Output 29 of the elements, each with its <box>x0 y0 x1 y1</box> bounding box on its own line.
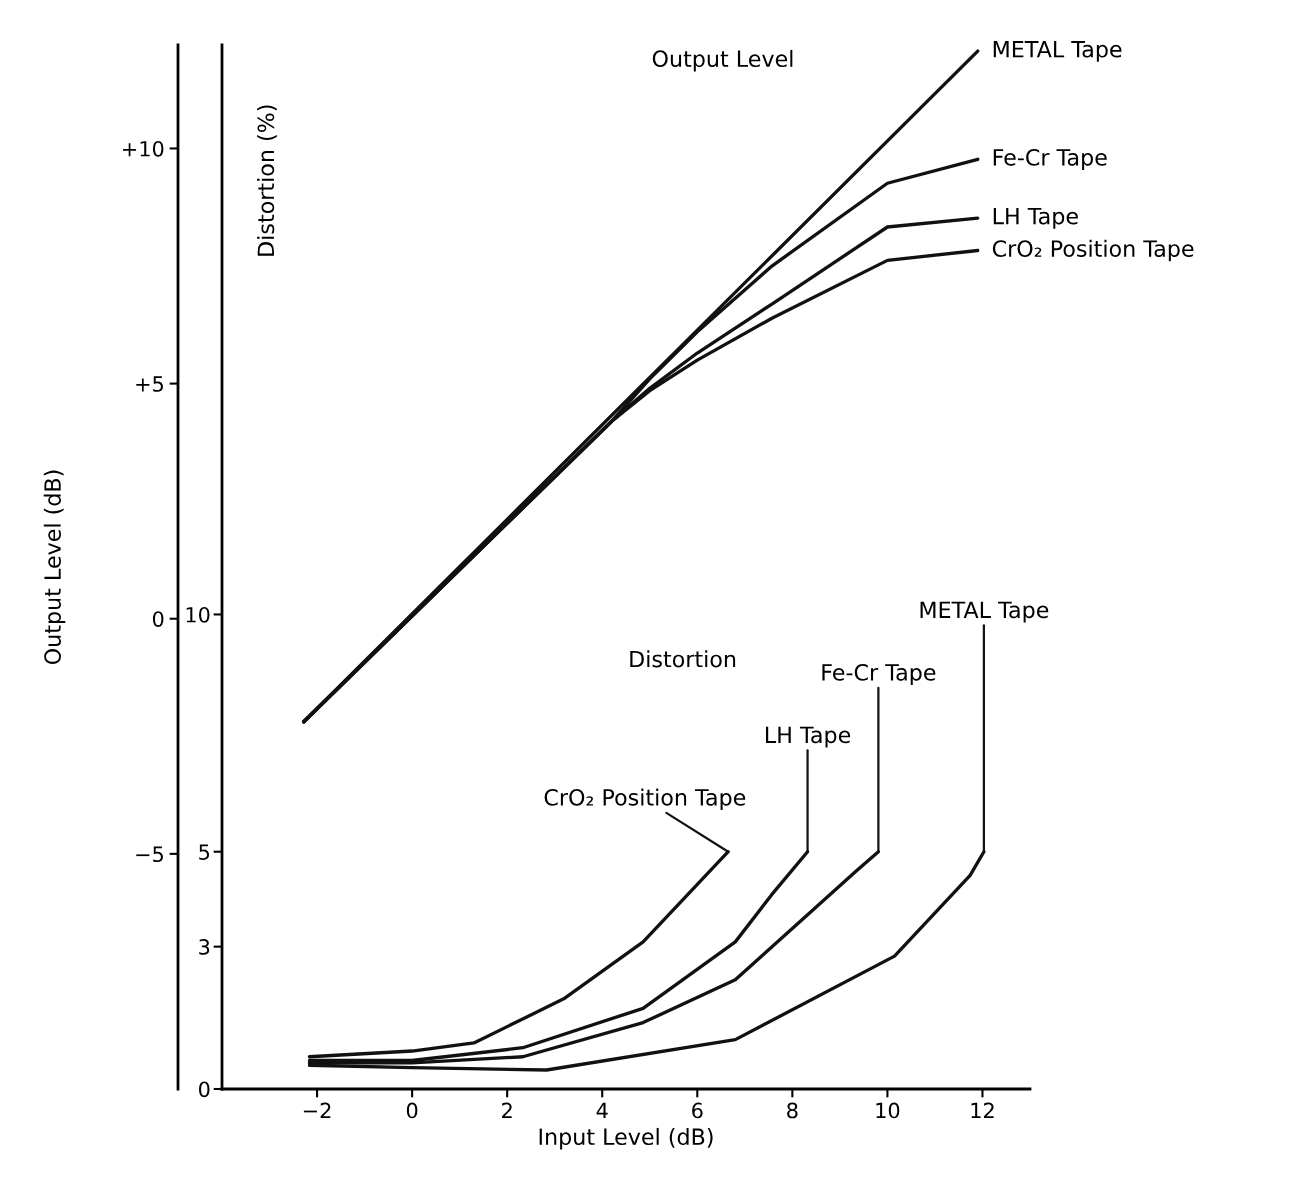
y2-tick-label: 0 <box>199 1081 210 1098</box>
x-tick-label: 10 <box>876 1102 900 1119</box>
x-tick-label: −2 <box>303 1102 331 1119</box>
x-tick-label: 12 <box>971 1102 994 1119</box>
y-tick-label: −5 <box>136 846 163 863</box>
y-tick-label: 0 <box>152 611 164 627</box>
series-label: METAL Tape <box>993 41 1122 62</box>
y2-tick-label: 10 <box>186 606 210 623</box>
series-label: Fe-Cr Tape <box>993 148 1107 171</box>
text: LH Tape <box>766 726 851 748</box>
y2-tick-label: 5 <box>199 844 210 860</box>
y-axis-title: Output Level (dB) <box>43 470 66 665</box>
x-tick-label: 2 <box>502 1102 512 1119</box>
x-tick-label: 0 <box>406 1102 418 1119</box>
annotation: Output Level <box>652 49 793 72</box>
text: Fe-Cr Tape <box>822 663 936 686</box>
text: METAL Tape <box>920 601 1049 623</box>
annotation: Distortion <box>630 650 736 668</box>
text: CrO₂ Position Tape <box>544 788 746 811</box>
y-tick-label: +5 <box>136 376 163 392</box>
y2-tick-label: 3 <box>199 939 210 955</box>
series-label: CrO₂ Position Tape <box>992 239 1194 262</box>
x-tick-label: 6 <box>692 1102 703 1119</box>
x-tick-label: 8 <box>787 1102 798 1119</box>
x-axis-title: Input Level (dB) <box>539 1127 713 1150</box>
series-label: LH Tape <box>993 207 1078 229</box>
y2-axis-title: Distortion (%) <box>257 105 277 256</box>
x-tick-label: 4 <box>596 1102 608 1119</box>
y-tick-label: +10 <box>123 140 164 157</box>
